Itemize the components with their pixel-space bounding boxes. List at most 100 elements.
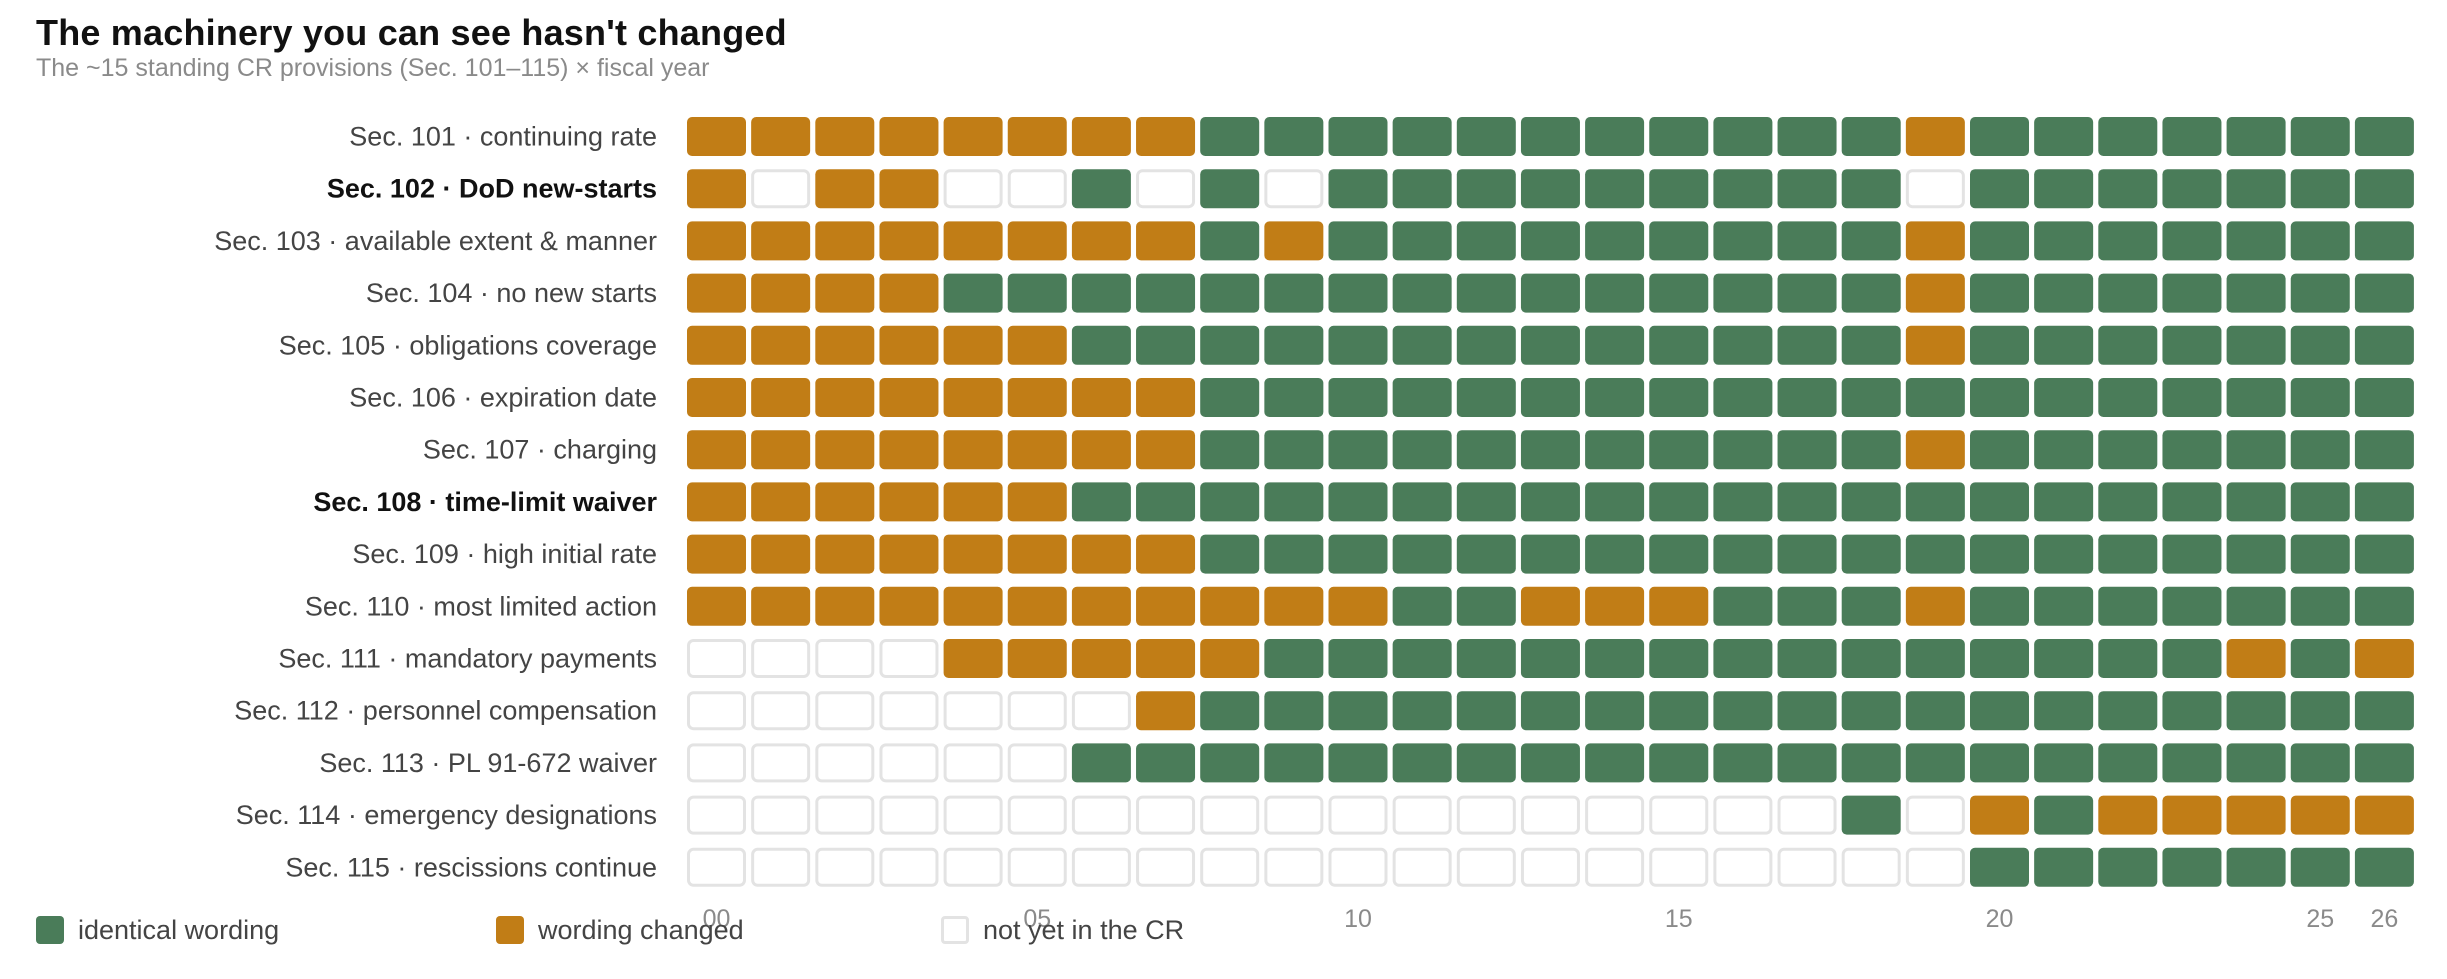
cell-not-in-cr: [751, 743, 811, 783]
cell-changed: [1649, 586, 1709, 626]
cell-identical: [1713, 743, 1773, 783]
x-tick-label: 05: [1023, 905, 1051, 933]
cell-changed: [943, 534, 1003, 574]
x-tick-label: 26: [2370, 905, 2398, 933]
cell-changed: [1007, 430, 1067, 470]
cell-changed: [1520, 586, 1580, 626]
cell-identical: [1264, 378, 1324, 417]
cell-identical: [2290, 586, 2350, 626]
cell-identical: [1520, 325, 1580, 365]
cell-identical: [1585, 534, 1645, 574]
cell-changed: [687, 378, 746, 417]
cell-changed: [815, 534, 875, 574]
cell-not-in-cr: [1328, 847, 1388, 887]
cell-identical: [1585, 117, 1645, 156]
cell-identical: [1136, 743, 1196, 783]
cell-changed: [751, 586, 811, 626]
cell-identical: [1392, 430, 1452, 470]
row-label: Sec. 115 · rescissions continue: [285, 852, 657, 882]
cell-changed: [1136, 378, 1196, 417]
cell-identical: [1970, 482, 2029, 522]
cell-identical: [1328, 743, 1388, 783]
cell-identical: [1520, 378, 1580, 417]
cell-identical: [1328, 534, 1388, 574]
cell-identical: [1777, 430, 1837, 470]
cell-not-in-cr: [1071, 691, 1131, 731]
cell-not-in-cr: [1905, 169, 1965, 209]
cell-not-in-cr: [687, 795, 746, 835]
cell-changed: [879, 586, 939, 626]
cell-changed: [751, 430, 811, 470]
row-label: Sec. 114 · emergency designations: [236, 800, 657, 830]
cell-changed: [687, 169, 746, 209]
cell-changed: [815, 430, 875, 470]
row-label: Sec. 111 · mandatory payments: [278, 644, 657, 674]
cell-changed: [1905, 586, 1965, 626]
heatmap-row: [687, 691, 2414, 731]
cell-not-in-cr: [879, 795, 939, 835]
cell-identical: [2098, 691, 2158, 731]
cell-changed: [1264, 586, 1324, 626]
cell-identical: [1520, 743, 1580, 783]
cell-not-in-cr: [1007, 691, 1067, 731]
cell-identical: [1777, 691, 1837, 731]
cell-changed: [879, 325, 939, 365]
cell-identical: [1456, 482, 1516, 522]
cell-identical: [2034, 378, 2094, 417]
row-label: Sec. 112 · personnel compensation: [234, 696, 657, 726]
cell-identical: [1200, 273, 1260, 313]
cell-identical: [1071, 325, 1131, 365]
cell-identical: [1328, 169, 1388, 209]
cell-identical: [2098, 586, 2158, 626]
cell-changed: [1007, 586, 1067, 626]
cell-identical: [1071, 482, 1131, 522]
cell-identical: [1392, 691, 1452, 731]
cell-changed: [879, 534, 939, 574]
cell-not-in-cr: [1649, 847, 1709, 887]
cell-changed: [751, 378, 811, 417]
cell-changed: [1007, 117, 1067, 156]
cell-identical: [1649, 273, 1709, 313]
cell-not-in-cr: [1136, 847, 1196, 887]
cell-changed: [687, 221, 746, 261]
cell-identical: [1520, 534, 1580, 574]
cell-identical: [1520, 273, 1580, 313]
cell-identical: [1970, 691, 2029, 731]
row-label: Sec. 101 · continuing rate: [349, 122, 657, 152]
cell-identical: [1970, 847, 2029, 887]
cell-changed: [815, 273, 875, 313]
cell-not-in-cr: [1264, 795, 1324, 835]
cell-identical: [2034, 117, 2094, 156]
cell-identical: [2290, 847, 2350, 887]
cell-changed: [815, 169, 875, 209]
cell-identical: [1392, 117, 1452, 156]
cell-identical: [2162, 586, 2222, 626]
cell-changed: [879, 482, 939, 522]
cell-identical: [1456, 117, 1516, 156]
cell-identical: [1905, 639, 1965, 678]
cell-identical: [2162, 691, 2222, 731]
cell-identical: [1713, 221, 1773, 261]
cell-identical: [1520, 482, 1580, 522]
cell-identical: [2354, 221, 2414, 261]
cell-identical: [2354, 743, 2414, 783]
cell-not-in-cr: [1392, 795, 1452, 835]
cell-not-in-cr: [1713, 847, 1773, 887]
cell-identical: [2354, 430, 2414, 470]
cell-identical: [2290, 221, 2350, 261]
cell-changed: [2354, 795, 2414, 835]
cell-changed: [879, 221, 939, 261]
heatmap-row: [687, 534, 2414, 574]
cell-identical: [1456, 743, 1516, 783]
cell-identical: [1777, 534, 1837, 574]
cell-changed: [1136, 534, 1196, 574]
cell-identical: [1713, 691, 1773, 731]
cell-not-in-cr: [943, 743, 1003, 783]
heatmap-row: [687, 743, 2414, 783]
cell-changed: [1200, 586, 1260, 626]
cell-changed: [1071, 639, 1131, 678]
cell-changed: [815, 482, 875, 522]
cell-identical: [1970, 273, 2029, 313]
cell-identical: [1392, 325, 1452, 365]
